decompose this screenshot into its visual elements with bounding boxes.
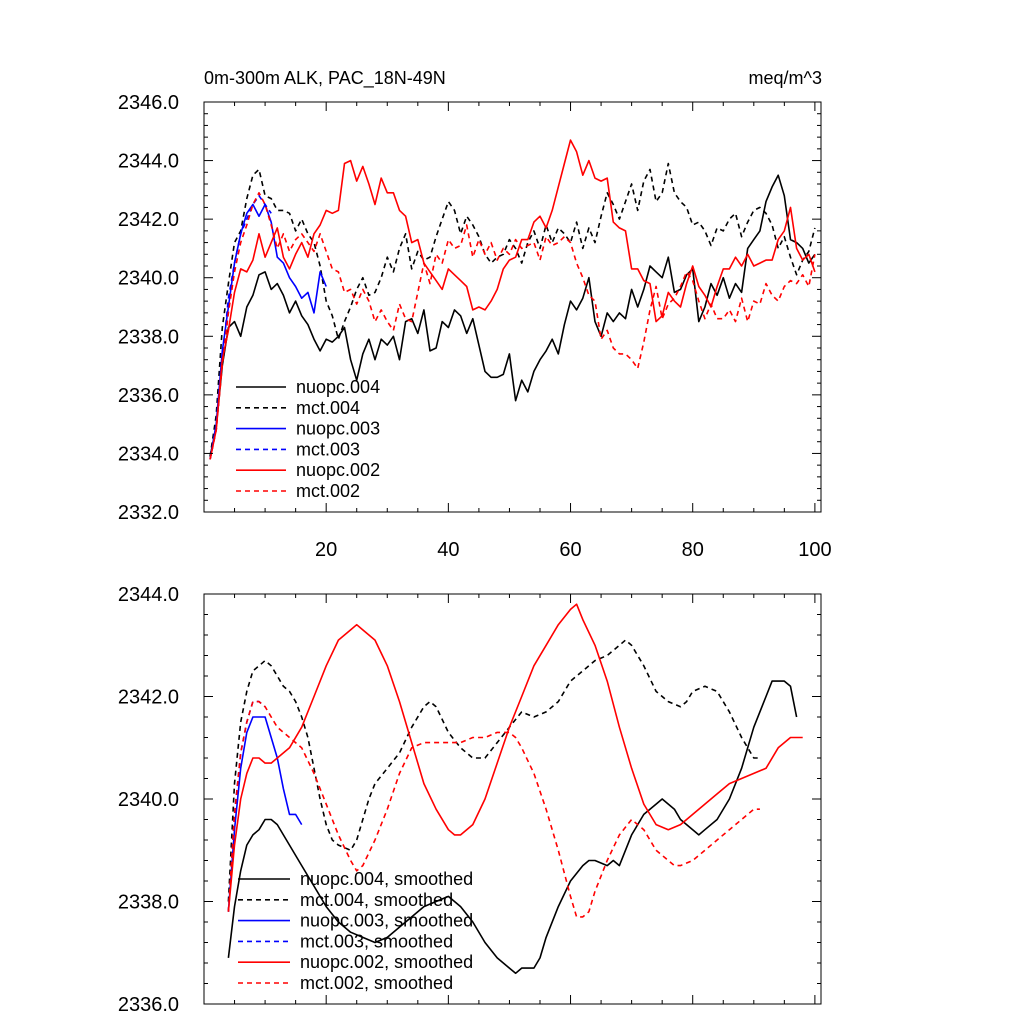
y-tick-label: 2338.0 xyxy=(118,892,179,914)
series-line-mct-004 xyxy=(209,162,816,457)
y-tick-label: 2336.0 xyxy=(118,994,179,1016)
y-tick-label: 2344.0 xyxy=(118,584,179,606)
legend-label-nuopc-002: nuopc.002 xyxy=(296,460,380,480)
y-tick-label: 2344.0 xyxy=(118,151,179,173)
y-tick-label: 2332.0 xyxy=(118,502,179,524)
legend-label-mct-003-smoothed: mct.003, smoothed xyxy=(300,931,453,951)
legend-label-mct-003: mct.003 xyxy=(296,439,360,459)
chart-smoothed-series xyxy=(227,603,803,975)
chart-raw-series xyxy=(209,139,816,460)
legend-label-nuopc-003: nuopc.003 xyxy=(296,419,380,439)
legend-label-nuopc-004: nuopc.004 xyxy=(296,377,380,397)
chart-raw-axes: 2332.0 2334.0 2336.0 2338.0 2340.0 2342.0 2344… xyxy=(118,92,832,561)
legend-label-mct-002-smoothed: mct.002, smoothed xyxy=(300,973,453,993)
legend-label-mct-002: mct.002 xyxy=(296,481,360,501)
series-line-mct-002-smoothed xyxy=(227,700,760,918)
y-tick-label: 2338.0 xyxy=(118,326,179,348)
y-tick-label: 2334.0 xyxy=(118,443,179,465)
series-line-nuopc-002-smoothed xyxy=(227,603,803,912)
chart-raw-legend: nuopc.004mct.004nuopc.003mct.003nuopc.00… xyxy=(236,377,380,501)
legend-label-nuopc-003-smoothed: nuopc.003, smoothed xyxy=(300,911,473,931)
legend-label-nuopc-002-smoothed: nuopc.002, smoothed xyxy=(300,952,473,972)
series-line-nuopc-004 xyxy=(209,174,816,457)
legend-label-mct-004-smoothed: mct.004, smoothed xyxy=(300,890,453,910)
x-tick-label: 80 xyxy=(682,539,704,561)
series-line-nuopc-003-smoothed xyxy=(227,716,303,912)
chart-smoothed-axes: 2336.0 2338.0 2340.0 2342.0 2344.0 xyxy=(118,584,821,1016)
x-tick-label: 20 xyxy=(315,539,337,561)
chart-raw-frame xyxy=(203,101,822,513)
x-tick-label: 100 xyxy=(798,539,831,561)
series-line-mct-002 xyxy=(209,192,816,460)
x-tick-label: 40 xyxy=(437,539,459,561)
series-line-nuopc-002 xyxy=(209,139,816,460)
chart-raw: 0m-300m ALK, PAC_18N-49N meq/m^3 2332.02… xyxy=(118,68,832,561)
y-tick-label: 2342.0 xyxy=(118,687,179,709)
series-line-nuopc-004-smoothed xyxy=(227,680,798,975)
series-line-nuopc-003 xyxy=(209,203,327,460)
chart-smoothed: 2336.0 2338.0 2340.0 2342.0 2344.0 nuopc.004… xyxy=(118,584,822,1016)
chart-raw-units: meq/m^3 xyxy=(749,68,822,88)
y-tick-label: 2346.0 xyxy=(118,92,179,114)
x-tick-label: 60 xyxy=(559,539,581,561)
y-tick-label: 2340.0 xyxy=(118,268,179,290)
legend-label-nuopc-004-smoothed: nuopc.004, smoothed xyxy=(300,869,473,889)
legend-label-mct-004: mct.004 xyxy=(296,398,360,418)
y-tick-label: 2340.0 xyxy=(118,789,179,811)
y-tick-label: 2336.0 xyxy=(118,385,179,407)
chart-raw-title: 0m-300m ALK, PAC_18N-49N xyxy=(204,68,446,89)
series-line-mct-004-smoothed xyxy=(227,639,760,902)
y-tick-label: 2342.0 xyxy=(118,209,179,231)
